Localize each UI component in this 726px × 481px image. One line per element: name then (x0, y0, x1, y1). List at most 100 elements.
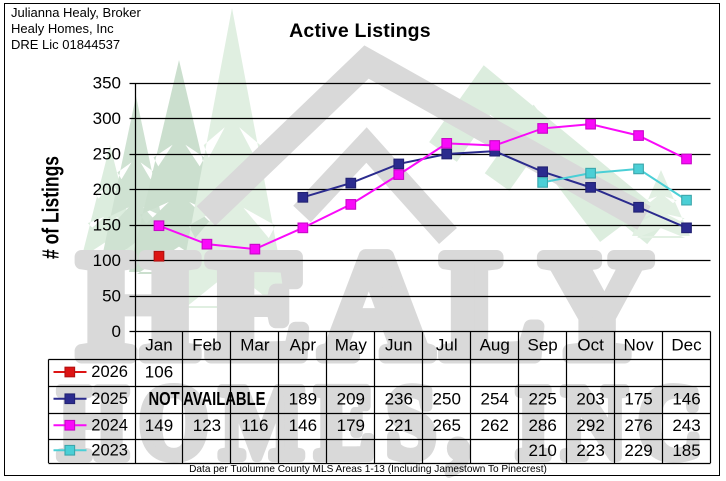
month-headers: Jan Feb Mar Apr May Jun Jul Aug Sep Oct Nov Dec (145, 336, 702, 355)
legend-marker (64, 366, 76, 378)
data-point-marker (585, 167, 596, 179)
table-value: 221 (385, 416, 413, 435)
legend-marker (64, 444, 76, 456)
data-point-marker (393, 158, 405, 170)
table-value: 106 (145, 363, 173, 382)
y-tick-label: 350 (93, 74, 121, 93)
series-year-label: 2024 (91, 416, 128, 434)
data-point-marker (249, 243, 261, 255)
data-point-marker (537, 177, 548, 188)
y-tick-label: 200 (93, 180, 121, 199)
y-axis-title-text: # of Listings (37, 156, 64, 259)
license-number: DRE Lic 01844537 (11, 37, 121, 53)
data-point-marker (681, 194, 692, 206)
series-year-label: 2023 (91, 441, 128, 459)
series-line-2024 (158, 123, 687, 251)
chart-title-text: Active Listings (289, 20, 431, 42)
pine-tree-icon (176, 8, 288, 308)
table-value: 262 (481, 416, 509, 435)
table-row-2026: 2026 106 (53, 363, 173, 382)
month-header: Sep (528, 336, 558, 355)
watermark-line1: HEALY (79, 222, 651, 390)
series-year-label: 2026 (91, 363, 128, 381)
month-header: Oct (577, 336, 604, 355)
table-value: 149 (145, 416, 173, 435)
data-point-marker (633, 201, 644, 213)
table-row-2025: 2025 189 209 236 250 254 225 203 175 146 NOT AVAIL… (53, 389, 701, 409)
data-point-marker (153, 220, 165, 232)
data-point-marker (345, 199, 357, 210)
table-value: 223 (576, 441, 604, 460)
y-tick-label: 50 (102, 287, 121, 306)
data-point-marker (633, 163, 644, 175)
table-value: 265 (433, 416, 461, 435)
mountain-outline-outer (196, 45, 651, 230)
table-value: 225 (528, 389, 556, 408)
table-value: 210 (528, 441, 556, 460)
table-value: 209 (337, 389, 365, 408)
month-header: Jan (145, 336, 172, 355)
data-point-marker (297, 222, 309, 234)
table-value: 123 (193, 416, 221, 435)
data-point-marker (441, 148, 453, 160)
table-value: 229 (624, 441, 652, 460)
data-point-marker (153, 250, 165, 262)
y-tick-label: 0 (112, 322, 121, 341)
data-point-marker (585, 182, 596, 193)
data-point-marker (201, 238, 213, 250)
series-2023 (537, 163, 692, 206)
legend-marker (64, 393, 76, 405)
data-point-marker (441, 138, 453, 149)
data-source-note-text: Data per Tuolumne County MLS Areas 1-13 … (189, 464, 547, 475)
y-tick-label: 100 (93, 251, 121, 270)
table-value: 146 (289, 416, 317, 435)
month-header: Jun (385, 336, 412, 355)
series-line-2023 (542, 167, 688, 201)
data-point-marker (393, 169, 405, 180)
table-value: 185 (672, 441, 700, 460)
y-tick-label: 300 (93, 109, 121, 128)
series-2026 (153, 250, 165, 262)
table-value: 286 (528, 416, 556, 435)
data-point-marker (297, 191, 309, 203)
table-value: 254 (481, 389, 509, 408)
month-header: Nov (623, 336, 654, 355)
data-table-grid (47, 331, 712, 465)
month-header: Mar (240, 336, 270, 355)
table-value: 146 (672, 389, 700, 408)
data-source-note: Data per Tuolumne County MLS Areas 1-13 … (10, 464, 726, 475)
broker-name: Julianna Healy, Broker (11, 5, 141, 20)
table-value: 116 (241, 416, 268, 435)
chart-border (4, 3, 720, 476)
chart-title: Active Listings (0, 20, 726, 43)
month-header: Apr (290, 336, 317, 355)
data-point-marker (681, 222, 692, 234)
month-header: Dec (671, 336, 702, 355)
table-value: 236 (385, 389, 413, 408)
table-row-2023: 2023 210 223 229 185 (53, 441, 701, 460)
month-header: Jul (436, 336, 458, 355)
company-name: Healy Homes, Inc (11, 21, 114, 37)
table-value: 276 (624, 416, 652, 435)
pine-tree-icon (632, 170, 690, 238)
table-value: 189 (289, 389, 317, 408)
y-tick-label: 150 (93, 216, 121, 235)
month-header: May (335, 336, 368, 355)
data-point-marker (345, 177, 357, 189)
data-point-marker (537, 166, 548, 178)
gridlines (129, 82, 711, 333)
y-tick-labels: 0 50 100 150 200 250 300 350 (93, 74, 121, 342)
table-value: 203 (576, 389, 604, 408)
data-point-marker (681, 153, 692, 165)
table-value: 179 (337, 416, 365, 435)
data-point-marker (633, 130, 644, 141)
data-point-marker (489, 140, 501, 151)
month-header: Feb (192, 336, 221, 355)
not-available-note: NOT AVAILABLE (148, 389, 265, 409)
series-2024 (153, 118, 692, 255)
table-value: 175 (624, 389, 652, 408)
table-value: 250 (433, 389, 461, 408)
table-row-2024: 2024 149 123 116 146 179 221 265 262 286 292 276 243 (53, 416, 701, 435)
